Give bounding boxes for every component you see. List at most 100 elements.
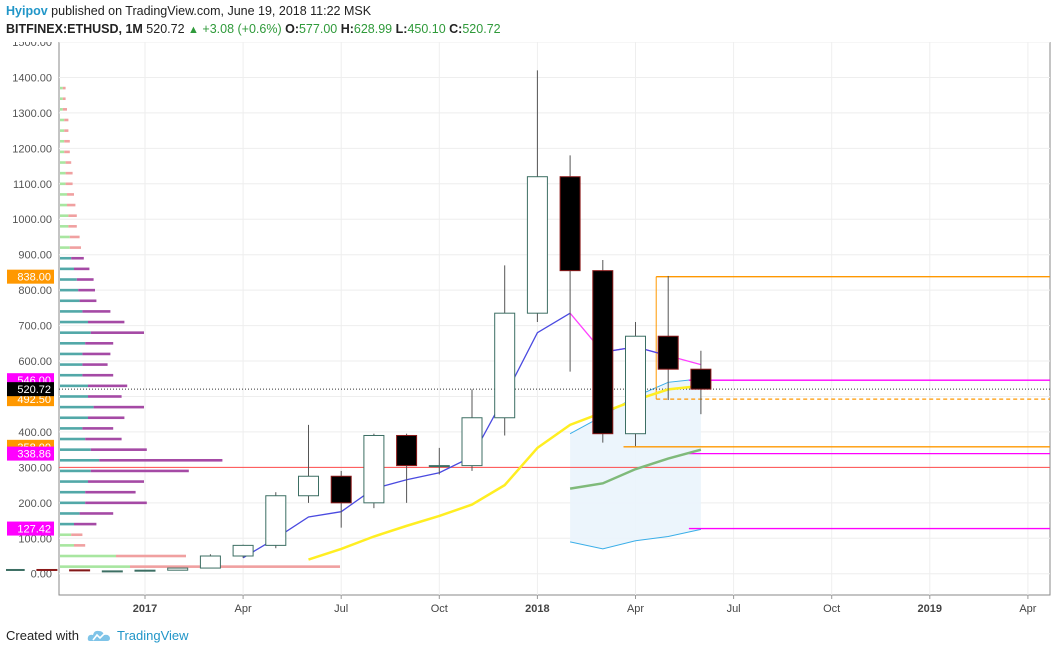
- plot-area: [58, 41, 1051, 596]
- volume-profile-down-bar: [78, 288, 95, 292]
- candle-body: [625, 335, 646, 435]
- x-tick-label: Jul: [727, 603, 741, 615]
- volume-profile-up-bar: [60, 554, 116, 558]
- price-level-tag-bg: [7, 521, 54, 536]
- volume-profile-down-bar: [85, 501, 147, 505]
- up-triangle-icon: ▲: [188, 24, 199, 36]
- close-value: 520.72: [462, 22, 501, 36]
- last-price-tag-bg: [7, 382, 54, 397]
- volume-profile-down-bar: [64, 129, 69, 132]
- volume-profile-up-bar: [60, 395, 88, 398]
- y-tick-label: 200.00: [18, 498, 52, 510]
- volume-profile-down-bar: [85, 490, 136, 494]
- volume-profile-up-bar: [60, 86, 63, 90]
- volume-profile-up-bar: [60, 458, 100, 462]
- candle-body: [330, 475, 352, 504]
- volume-profile-down-bar: [74, 544, 86, 547]
- volume-profile-down-bar: [93, 405, 144, 409]
- x-tick-label: Oct: [823, 603, 840, 615]
- volume-profile-down-bar: [71, 256, 84, 260]
- volume-profile-down-bar: [88, 320, 125, 324]
- symbol-name: BITFINEX:ETHUSD, 1M: [6, 22, 143, 36]
- volume-profile-down-bar: [68, 214, 77, 217]
- volume-profile-up-bar: [60, 161, 66, 164]
- volume-profile-up-bar: [60, 320, 88, 324]
- x-tick-label: Apr: [627, 603, 644, 615]
- volume-profile-down-bar: [79, 299, 97, 303]
- volume-profile-up-bar: [60, 331, 91, 334]
- candle-body: [199, 555, 221, 569]
- low-value: 450.10: [407, 22, 446, 36]
- volume-profile-up-bar: [60, 256, 72, 260]
- volume-profile-down-bar: [65, 171, 73, 175]
- x-tick-label: Apr: [235, 603, 252, 615]
- volume-profile-up-bar: [60, 246, 70, 249]
- x-tick-label: 2019: [918, 603, 942, 615]
- candle-body: [428, 465, 450, 468]
- volume-profile-down-bar: [64, 150, 70, 154]
- x-tick-label: Apr: [1019, 603, 1036, 615]
- volume-profile-down-bar: [82, 373, 114, 377]
- volume-profile-up-bar: [60, 299, 80, 303]
- close-label: C:: [449, 22, 463, 36]
- volume-profile-up-bar: [60, 405, 94, 409]
- chart-canvas[interactable]: 0.00100.00200.00300.00400.00500.00600.00…: [3, 37, 1051, 617]
- channel-band-lower-line: [569, 528, 702, 550]
- volume-profile-up-bar: [60, 278, 77, 281]
- open-value: 577.00: [298, 22, 338, 36]
- price-change: +3.08 (+0.6%): [202, 22, 282, 36]
- candle-body: [101, 570, 123, 573]
- volume-profile-down-bar: [90, 331, 144, 334]
- publish-info: Hyipov published on TradingView.com, Jun…: [6, 4, 371, 18]
- y-tick-label: 1300.00: [12, 108, 52, 120]
- volume-profile-up-bar: [60, 288, 79, 292]
- volume-profile-up-bar: [60, 193, 67, 196]
- volume-profile-down-bar: [88, 384, 128, 388]
- volume-profile-down-bar: [69, 235, 80, 239]
- volume-profile-up-bar: [60, 363, 83, 366]
- volume-profile-down-bar: [69, 246, 81, 249]
- candle-body: [559, 176, 581, 272]
- volume-profile-up-bar: [60, 129, 65, 132]
- volume-profile-up-bar: [60, 97, 63, 101]
- price-level-tag: 127.42: [17, 524, 51, 536]
- candle-body: [526, 176, 548, 314]
- volume-profile-up-bar: [60, 352, 83, 356]
- low-label: L:: [395, 22, 408, 36]
- author-link[interactable]: Hyipov: [6, 4, 48, 18]
- y-tick-label: 600.00: [18, 356, 52, 368]
- volume-profile-up-bar: [60, 108, 63, 111]
- x-tick-label: 2017: [133, 603, 157, 615]
- volume-profile-up-bar: [60, 565, 130, 568]
- y-tick-label: 800.00: [18, 285, 52, 297]
- volume-profile-up-bar: [60, 235, 70, 239]
- y-tick-label: 900.00: [18, 250, 52, 262]
- volume-profile-up-bar: [60, 139, 65, 143]
- price-level-tag: 338.86: [17, 449, 51, 461]
- volume-profile-down-bar: [85, 437, 122, 441]
- candle-body: [494, 312, 516, 419]
- volume-profile-up-bar: [60, 225, 69, 228]
- y-tick-label: 1100.00: [13, 179, 52, 191]
- candle-body: [690, 368, 712, 390]
- volume-profile-up-bar: [60, 150, 65, 154]
- volume-profile-down-bar: [82, 363, 108, 366]
- tradingview-link[interactable]: TradingView: [116, 628, 189, 643]
- price-level-tag-bg: [7, 446, 54, 461]
- volume-profile-up-bar: [60, 203, 67, 207]
- y-tick-label: 1000.00: [12, 214, 52, 226]
- volume-profile-down-bar: [90, 448, 147, 451]
- candle-body: [657, 335, 679, 370]
- volume-profile-down-bar: [74, 267, 90, 271]
- volume-profile-down-bar: [65, 182, 73, 186]
- y-tick-label: 1400.00: [12, 72, 52, 84]
- volume-profile-down-bar: [88, 416, 125, 420]
- tradingview-cloud-icon: [87, 630, 110, 641]
- candle-body: [363, 434, 385, 504]
- moving-average-line: [569, 448, 702, 490]
- volume-profile-up-bar: [60, 448, 91, 451]
- volume-profile-up-bar: [60, 469, 91, 473]
- price-chart[interactable]: 0.00100.00200.00300.00400.00500.00600.00…: [3, 37, 1051, 617]
- volume-profile-up-bar: [60, 544, 74, 547]
- y-tick-label: 1500.00: [12, 42, 52, 49]
